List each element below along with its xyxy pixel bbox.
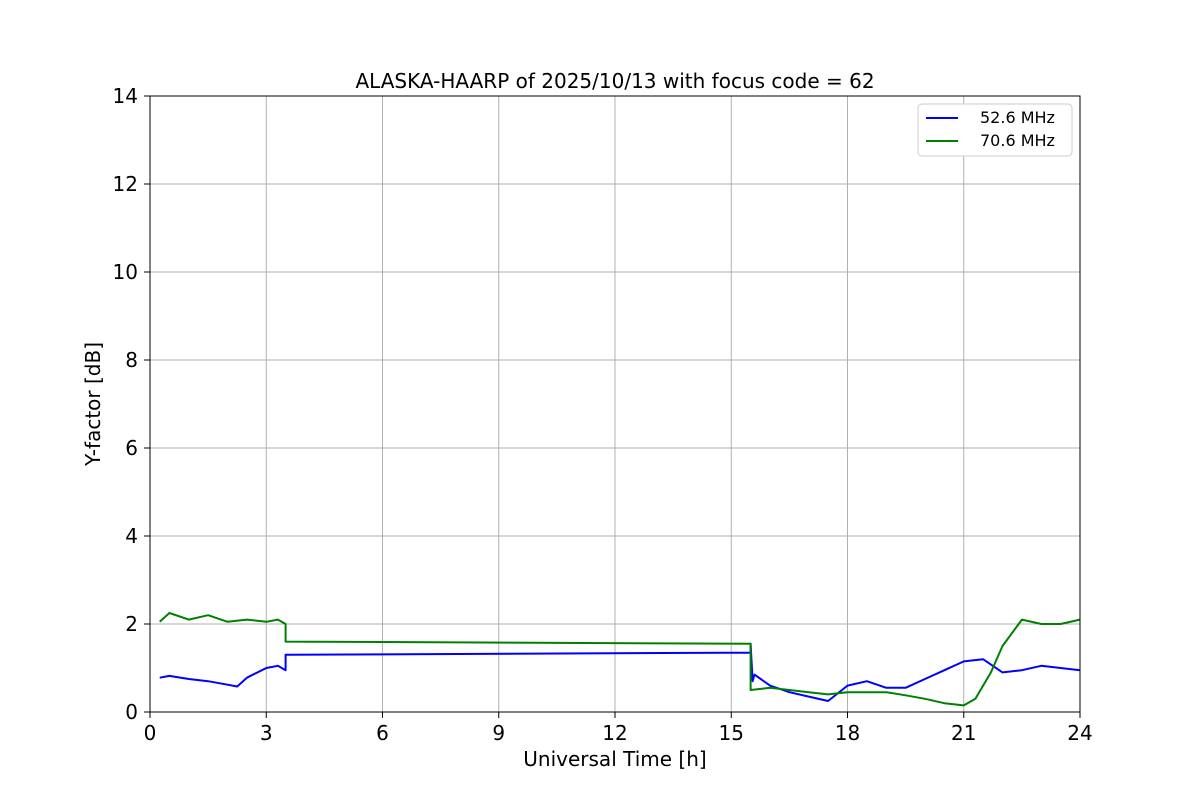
y-tick-label: 10 xyxy=(113,260,138,284)
series-line-70-6-mhz xyxy=(159,612,1081,707)
x-tick-label: 0 xyxy=(144,721,157,745)
y-tick-label: 6 xyxy=(125,436,138,460)
y-axis-label: Y-factor [dB] xyxy=(81,342,105,467)
x-tick-label: 15 xyxy=(719,721,744,745)
series-group xyxy=(159,612,1081,707)
x-tick-label: 3 xyxy=(260,721,273,745)
x-tick-label: 24 xyxy=(1067,721,1092,745)
legend: 52.6 MHz 70.6 MHz xyxy=(917,103,1073,157)
chart-title: ALASKA-HAARP of 2025/10/13 with focus co… xyxy=(355,69,874,93)
y-tick-label: 8 xyxy=(125,348,138,372)
x-axis-label: Universal Time [h] xyxy=(523,747,706,771)
y-tick-label: 0 xyxy=(125,700,138,724)
x-tick-label: 9 xyxy=(492,721,505,745)
y-tick-label: 4 xyxy=(125,524,138,548)
x-tick-label: 21 xyxy=(951,721,976,745)
x-tick-label: 18 xyxy=(835,721,860,745)
x-tick-label: 12 xyxy=(602,721,627,745)
legend-label-52-6: 52.6 MHz xyxy=(980,108,1055,127)
legend-label-70-6: 70.6 MHz xyxy=(980,131,1055,150)
x-tick-label: 6 xyxy=(376,721,389,745)
y-tick-label: 14 xyxy=(113,84,138,108)
y-tick-label: 12 xyxy=(113,172,138,196)
y-tick-label: 2 xyxy=(125,612,138,636)
